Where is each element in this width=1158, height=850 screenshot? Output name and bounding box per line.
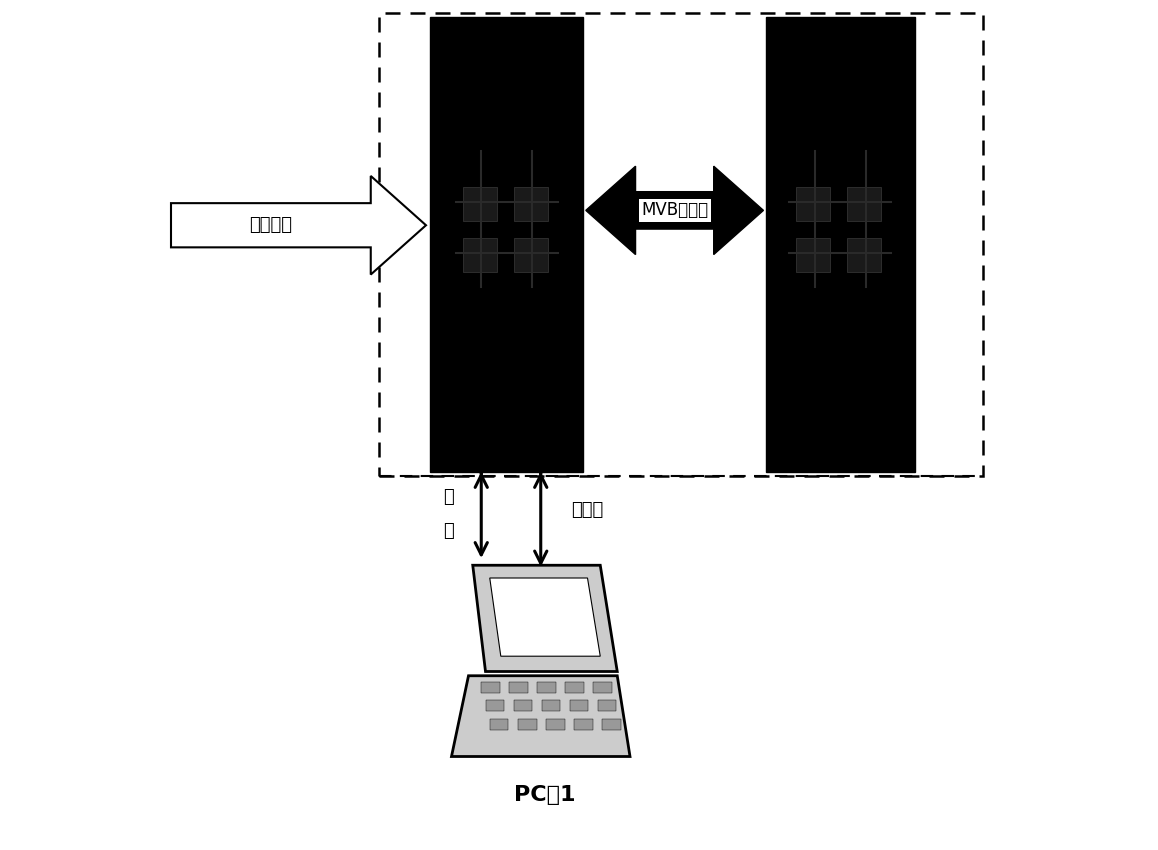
Text: 以太网: 以太网: [571, 501, 603, 519]
Polygon shape: [570, 700, 588, 711]
Bar: [797, 187, 830, 220]
Polygon shape: [490, 578, 600, 656]
Text: 串: 串: [444, 488, 454, 507]
Polygon shape: [545, 719, 565, 730]
Polygon shape: [472, 565, 617, 672]
Polygon shape: [586, 167, 763, 255]
Text: PC机1: PC机1: [514, 785, 576, 805]
Polygon shape: [574, 719, 593, 730]
Bar: [797, 238, 830, 272]
Polygon shape: [565, 682, 584, 693]
Bar: [848, 187, 881, 220]
Polygon shape: [602, 719, 621, 730]
Polygon shape: [513, 700, 533, 711]
Polygon shape: [490, 719, 508, 730]
Polygon shape: [537, 682, 556, 693]
Polygon shape: [593, 682, 613, 693]
Polygon shape: [518, 719, 536, 730]
Bar: [462, 238, 497, 272]
Polygon shape: [485, 700, 504, 711]
Polygon shape: [171, 176, 426, 275]
Bar: [513, 187, 548, 220]
Bar: [431, 17, 584, 472]
Polygon shape: [598, 700, 616, 711]
Polygon shape: [452, 676, 630, 756]
Bar: [380, 13, 983, 476]
Bar: [462, 187, 497, 220]
Text: 口: 口: [444, 522, 454, 541]
Bar: [513, 238, 548, 272]
Text: 外部电源: 外部电源: [249, 216, 292, 235]
Text: MVB连接线: MVB连接线: [642, 201, 709, 219]
Bar: [848, 238, 881, 272]
Polygon shape: [482, 682, 500, 693]
Bar: [765, 17, 915, 472]
Polygon shape: [510, 682, 528, 693]
Polygon shape: [542, 700, 560, 711]
